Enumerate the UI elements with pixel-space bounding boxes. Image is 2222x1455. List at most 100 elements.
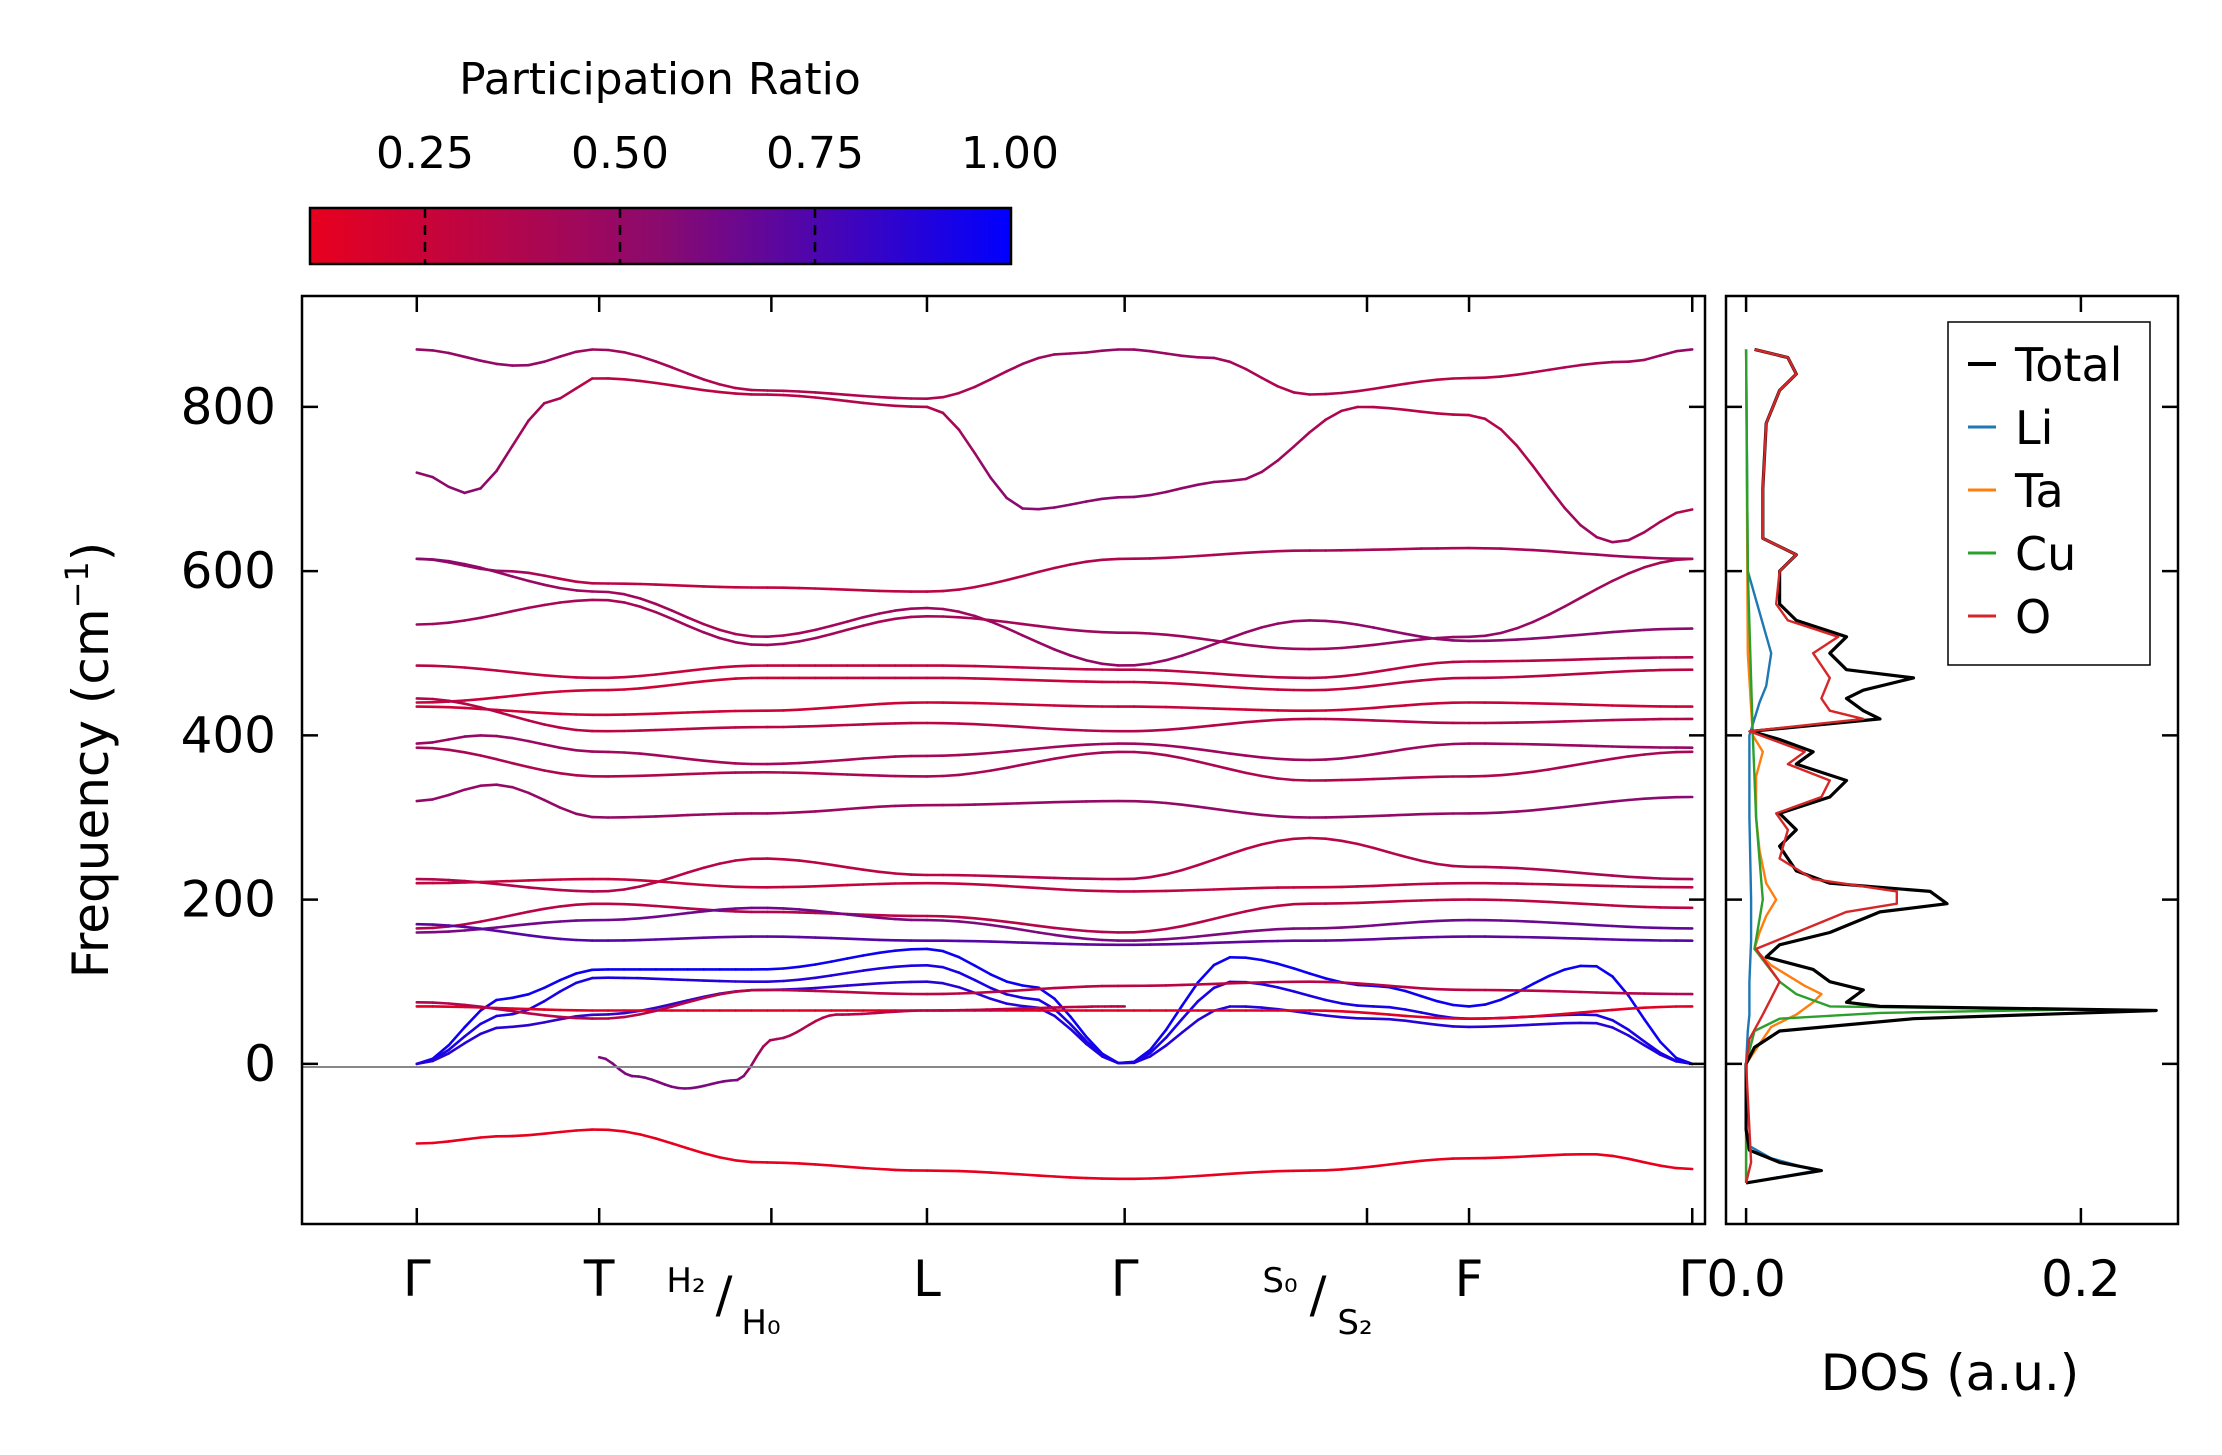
band-segment bbox=[670, 871, 690, 879]
band-segment bbox=[782, 761, 801, 766]
band-segment bbox=[755, 1045, 765, 1058]
band-segment bbox=[941, 391, 961, 399]
band-low-group-4 bbox=[415, 906, 1694, 942]
band-segment bbox=[1579, 523, 1598, 539]
band-segment bbox=[479, 754, 498, 761]
band-segment bbox=[829, 723, 849, 727]
band-segment bbox=[702, 992, 722, 1000]
band-segment bbox=[957, 882, 977, 886]
band-segment bbox=[861, 612, 881, 619]
band-segment bbox=[845, 615, 865, 623]
band-segment bbox=[1276, 757, 1295, 762]
band-segment bbox=[1388, 1161, 1407, 1166]
band-segment bbox=[1356, 623, 1375, 629]
band-segment bbox=[957, 955, 977, 967]
band-segment bbox=[798, 935, 817, 939]
band-segment bbox=[1037, 924, 1056, 930]
band-segment bbox=[654, 1002, 674, 1010]
band-segment bbox=[718, 383, 738, 390]
band-segment bbox=[1212, 707, 1232, 711]
band-segment bbox=[1404, 1008, 1423, 1014]
band-segment bbox=[463, 750, 482, 757]
band-segment bbox=[1372, 777, 1391, 781]
band-segment bbox=[1260, 687, 1279, 691]
band-segment bbox=[1005, 620, 1024, 626]
band-segment bbox=[1627, 565, 1646, 575]
band-segment bbox=[622, 350, 642, 358]
band-segment bbox=[877, 916, 897, 921]
band-segment bbox=[1005, 677, 1024, 682]
band-segment bbox=[1356, 670, 1375, 676]
band-segment bbox=[1021, 760, 1040, 767]
band-segment bbox=[1037, 986, 1056, 991]
band-segment bbox=[463, 697, 482, 702]
band-segment bbox=[1212, 672, 1232, 677]
band-segment bbox=[1244, 643, 1264, 648]
band-segment bbox=[686, 679, 706, 685]
band-segment bbox=[527, 571, 546, 577]
band-segment bbox=[1085, 558, 1104, 564]
band-segment bbox=[638, 881, 658, 888]
band-segment bbox=[893, 607, 913, 612]
band-segment bbox=[941, 615, 961, 619]
band-segment bbox=[1053, 876, 1072, 880]
band-segment bbox=[686, 726, 706, 731]
band-segment bbox=[1069, 351, 1088, 355]
band-segment bbox=[1324, 998, 1343, 1005]
band-segment bbox=[447, 1026, 466, 1047]
band-segment bbox=[654, 671, 674, 676]
band-segment bbox=[1579, 361, 1598, 367]
band-segment bbox=[1164, 983, 1184, 987]
band-segment bbox=[1196, 805, 1216, 811]
band-segment bbox=[1388, 1005, 1407, 1011]
band-segment bbox=[1388, 1013, 1407, 1018]
band-segment bbox=[431, 558, 451, 563]
band-segment bbox=[1659, 1053, 1678, 1063]
band-segment bbox=[1228, 720, 1248, 726]
band-segment bbox=[558, 1129, 578, 1134]
band-segment bbox=[702, 759, 722, 764]
band-segment bbox=[1260, 376, 1279, 388]
band-segment bbox=[798, 636, 817, 643]
band-segment bbox=[1308, 994, 1327, 1002]
band-segment bbox=[1499, 675, 1519, 679]
band-segment bbox=[527, 1011, 546, 1017]
band-segment bbox=[1260, 459, 1279, 474]
band-segment bbox=[1292, 778, 1311, 782]
band-segment bbox=[1547, 720, 1566, 724]
band-segment bbox=[415, 746, 435, 750]
band-segment bbox=[686, 667, 706, 673]
band-segment bbox=[1180, 863, 1200, 872]
band-segment bbox=[1053, 887, 1072, 892]
band-segment bbox=[1611, 572, 1630, 583]
y-tick-label: 600 bbox=[181, 542, 276, 600]
band-segment bbox=[1515, 1015, 1535, 1019]
band-segment bbox=[590, 348, 610, 352]
band-segment bbox=[606, 688, 626, 692]
band-segment bbox=[463, 562, 482, 570]
band-segment bbox=[1212, 955, 1232, 967]
band-segment bbox=[638, 685, 658, 690]
band-lines bbox=[415, 348, 1694, 1181]
band-segment bbox=[877, 755, 897, 759]
band-segment bbox=[1419, 986, 1439, 991]
band-segment bbox=[463, 925, 482, 931]
band-segment bbox=[1005, 1002, 1024, 1008]
band-segment bbox=[1292, 836, 1311, 841]
band-segment bbox=[1388, 985, 1407, 993]
band-segment bbox=[718, 390, 738, 395]
band-segment bbox=[654, 814, 674, 818]
band-segment bbox=[973, 990, 993, 995]
band-segment bbox=[973, 769, 993, 775]
band-segment bbox=[1164, 555, 1184, 560]
band-segment bbox=[463, 487, 482, 495]
band-segment bbox=[511, 575, 530, 583]
band-segment bbox=[1547, 549, 1566, 554]
band-segment bbox=[1515, 371, 1535, 377]
band-segment bbox=[766, 634, 785, 639]
band-segment bbox=[1388, 1017, 1407, 1023]
band-segment bbox=[1180, 888, 1200, 892]
band-segment bbox=[973, 964, 993, 976]
y-tick-label: 0 bbox=[244, 1035, 276, 1093]
band-segment bbox=[1595, 1021, 1614, 1029]
